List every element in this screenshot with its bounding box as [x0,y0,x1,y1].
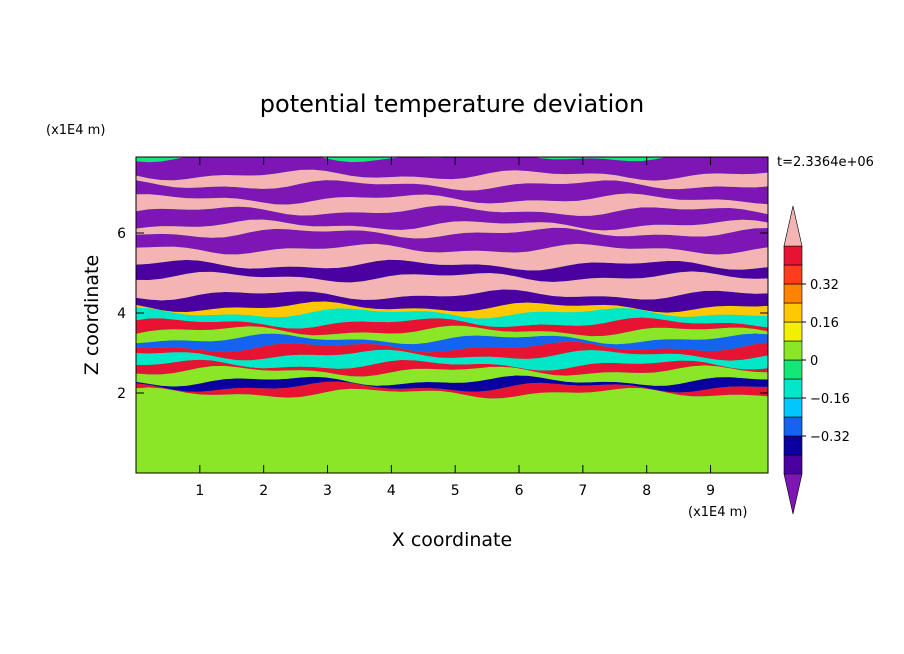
chart-title: potential temperature deviation [260,90,644,118]
colorbar-swatch [783,302,803,323]
colorbar-extend-bottom [783,473,803,515]
x-tick-label: 8 [642,483,651,499]
contour-layer [136,349,768,371]
colorbar-tick-label: 0.16 [810,316,839,331]
contour-layer [136,205,768,231]
contour-layer [136,341,768,361]
x-scale-label: (x1E4 m) [688,505,747,520]
colorbar-swatch [783,340,803,361]
contour-layer [136,387,768,473]
contour-layer [136,307,768,329]
plot-area [136,157,768,473]
colorbar-extend-top [783,205,803,247]
x-axis: 1 2 3 4 5 6 7 8 9 [195,157,715,499]
colorbar-swatch [783,359,803,380]
contour-layers [136,157,768,473]
contour-layer [136,301,768,319]
contour-layer [136,271,768,301]
contour-layer [136,259,768,283]
contour-layer [136,180,768,205]
y-axis-label: Z coordinate [81,255,103,375]
colorbar-tick-label: −0.16 [810,392,850,407]
colorbar-tick-label: 0.32 [810,278,839,293]
contour-layer [136,359,768,377]
colorbar-swatch [783,435,803,456]
time-label: t=2.3364e+06 [777,155,874,170]
colorbar-tick-label: 0 [810,354,818,369]
contour-layer [136,333,768,353]
contour-layer [136,375,768,393]
x-axis-label: X coordinate [392,529,512,551]
x-tick-label: 3 [323,483,332,499]
y-tick-label: 6 [117,226,126,242]
contour-layer [136,289,768,313]
colorbar-tick-label: −0.32 [810,430,850,445]
x-tick-label: 4 [387,483,396,499]
y-tick-label: 4 [117,306,126,322]
colorbar-swatch [783,454,803,475]
colorbar-swatch [783,321,803,342]
colorbar-swatch [783,378,803,399]
x-tick-label: 5 [451,483,460,499]
colorbar-swatch [783,416,803,437]
y-axis: 2 4 6 [117,226,768,402]
x-tick-label: 6 [515,483,524,499]
contour-layer [136,169,768,191]
colorbar: 0.32 0.16 0 −0.16 −0.32 [783,205,850,515]
x-tick-label: 9 [706,483,715,499]
contour-layer [136,193,768,216]
x-tick-label: 2 [259,483,268,499]
contour-layer [136,325,768,345]
contour-layer [136,157,768,181]
colorbar-swatch [783,245,803,266]
contour-layer [136,227,768,255]
contour-layer [136,365,768,387]
y-tick-label: 2 [117,386,126,402]
colorbar-swatch [783,283,803,304]
plot-frame [135,156,769,474]
colorbar-swatch [783,397,803,418]
x-tick-label: 7 [578,483,587,499]
colorbar-swatch [783,264,803,285]
contour-layer [136,243,768,271]
contour-layer [136,317,768,337]
contour-layer [136,219,768,239]
x-tick-label: 1 [195,483,204,499]
y-scale-label: (x1E4 m) [46,123,105,138]
